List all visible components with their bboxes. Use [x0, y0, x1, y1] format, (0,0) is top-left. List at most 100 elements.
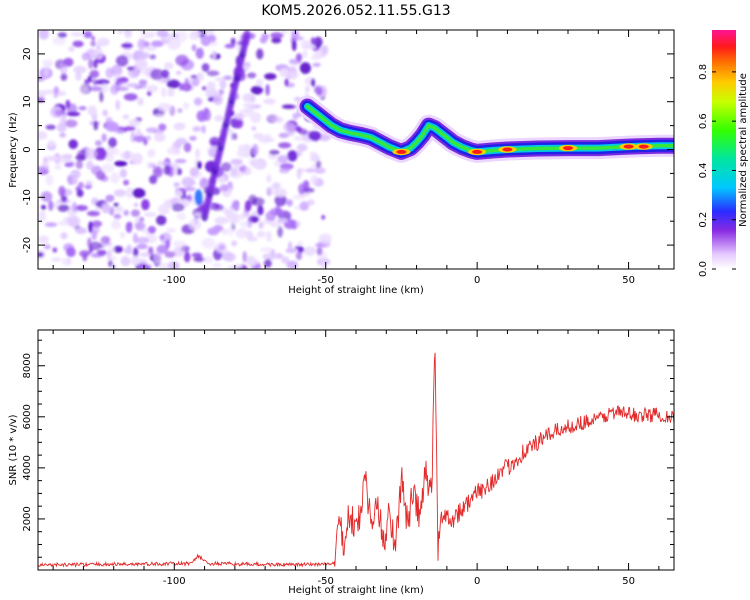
noise-speckle [137, 38, 146, 50]
noise-speckle [141, 199, 150, 211]
noise-speckle [47, 140, 56, 147]
noise-speckle [152, 166, 163, 178]
noise-speckle [164, 251, 176, 258]
spectrogram-y-label: Frequency (Hz) [8, 112, 19, 188]
noise-speckle [189, 135, 197, 141]
noise-speckle [203, 256, 213, 264]
noise-speckle [150, 68, 164, 81]
noise-speckle [68, 139, 78, 150]
y-tick-label: 20 [22, 48, 33, 61]
noise-speckle [246, 236, 258, 242]
spectrogram-x-ticks: -100 -50 0 50 [52, 30, 660, 286]
noise-speckle [176, 212, 187, 221]
noise-speckle [282, 122, 296, 133]
noise-speckle [244, 107, 255, 114]
noise-speckle [66, 111, 81, 117]
noise-speckle [173, 165, 178, 176]
snr-series [38, 352, 674, 568]
noise-speckle [84, 185, 92, 189]
noise-speckle [224, 43, 235, 49]
noise-speckle [314, 167, 326, 174]
noise-speckle [77, 149, 89, 160]
noise-speckle [52, 37, 66, 46]
noise-speckle [177, 108, 183, 113]
noise-speckle [83, 30, 93, 39]
noise-speckle [272, 182, 281, 189]
noise-speckle [163, 165, 171, 176]
noise-speckle [166, 227, 177, 233]
noise-speckle [231, 240, 237, 247]
noise-speckle [222, 252, 236, 262]
noise-speckle [57, 204, 70, 212]
spectrogram-x-label: Height of straight line (km) [288, 285, 424, 296]
noise-speckle [48, 200, 54, 211]
noise-speckle [253, 133, 264, 140]
noise-speckle [110, 172, 120, 184]
noise-speckle [296, 168, 302, 180]
snr-x-ticks: -100 -50 0 50 [52, 330, 660, 587]
noise-speckle [43, 67, 49, 77]
noise-speckle [38, 30, 50, 40]
noise-speckle [45, 174, 54, 186]
noise-speckle [101, 202, 111, 214]
noise-speckle [310, 78, 316, 87]
noise-speckle [233, 113, 245, 121]
noise-speckle [256, 48, 264, 60]
noise-speckle [259, 247, 274, 253]
noise-speckle [247, 72, 257, 79]
noise-speckle [156, 30, 169, 38]
noise-speckle [88, 58, 94, 69]
noise-speckle [132, 232, 138, 244]
noise-speckle [298, 183, 306, 195]
noise-speckle [219, 79, 227, 90]
noise-speckle [196, 71, 204, 82]
noise-speckle [43, 244, 51, 250]
noise-speckle [224, 208, 233, 216]
noise-speckle [38, 210, 47, 223]
ridge-hotspot [563, 146, 573, 151]
noise-speckle [218, 89, 224, 96]
noise-speckle [263, 98, 276, 105]
noise-speckle [266, 231, 272, 242]
noise-speckle [305, 168, 316, 173]
noise-speckle [117, 30, 124, 35]
noise-speckle [87, 105, 98, 116]
noise-speckle [258, 221, 264, 229]
noise-speckle [115, 129, 125, 136]
noise-speckle [173, 122, 186, 131]
noise-speckle [114, 160, 128, 167]
noise-speckle [298, 128, 308, 136]
noise-speckle [68, 46, 75, 52]
noise-speckle [264, 259, 272, 268]
noise-speckle [233, 200, 238, 207]
noise-speckle [251, 197, 265, 206]
noise-speckle [155, 113, 166, 118]
noise-speckle [304, 44, 316, 49]
noise-speckle [278, 132, 290, 138]
noise-speckle [110, 84, 119, 95]
x-tick-label: 0 [474, 275, 480, 286]
noise-speckle [212, 263, 222, 268]
noise-speckle [151, 40, 164, 47]
colorbar-tick-label: 0.6 [698, 113, 709, 129]
noise-speckle [145, 127, 159, 133]
noise-speckle [132, 188, 146, 199]
noise-speckle [128, 119, 141, 127]
noise-speckle [250, 85, 263, 95]
noise-speckle [155, 215, 167, 226]
noise-speckle [291, 40, 297, 52]
noise-speckle [247, 216, 253, 229]
noise-speckle [321, 45, 329, 55]
noise-speckle [257, 205, 264, 216]
noise-speckle [99, 90, 104, 103]
ridge-hotspot [472, 149, 483, 154]
noise-speckle [167, 38, 181, 50]
noise-speckle [238, 144, 252, 151]
noise-speckle [181, 177, 195, 187]
noise-speckles [38, 30, 332, 269]
noise-speckle [114, 206, 124, 213]
noise-speckle [172, 247, 185, 257]
noise-speckle [125, 221, 133, 234]
noise-speckle [127, 66, 134, 71]
